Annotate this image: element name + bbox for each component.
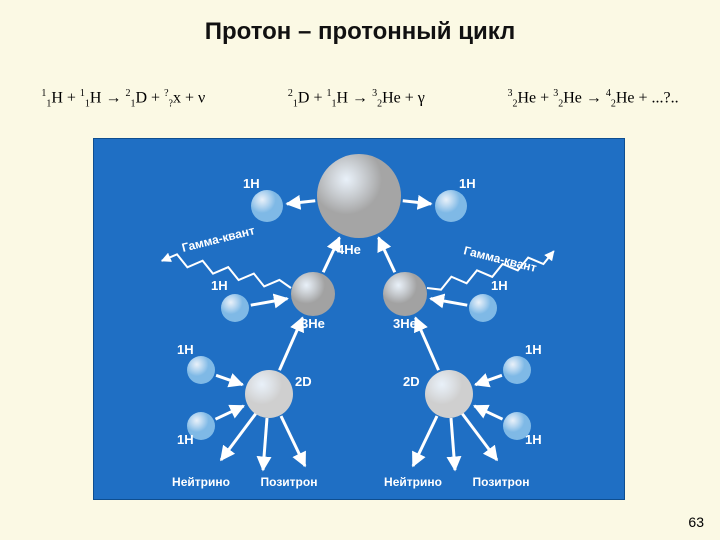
- svg-text:1H: 1H: [525, 432, 542, 447]
- svg-text:4He: 4He: [337, 242, 361, 257]
- svg-text:1H: 1H: [459, 176, 476, 191]
- svg-text:Нейтрино: Нейтрино: [172, 475, 230, 489]
- svg-text:Позитрон: Позитрон: [261, 475, 318, 489]
- svg-text:3He: 3He: [301, 316, 325, 331]
- equation-3: 32He + 32He → 42He + ...?..: [508, 88, 679, 110]
- svg-text:Нейтрино: Нейтрино: [384, 475, 442, 489]
- slide-root: Протон – протонный цикл 11H + 11H → 21D …: [0, 0, 720, 540]
- svg-text:1H: 1H: [211, 278, 228, 293]
- page-number: 63: [688, 514, 704, 530]
- svg-text:1H: 1H: [177, 432, 194, 447]
- svg-text:3He: 3He: [393, 316, 417, 331]
- svg-text:1H: 1H: [525, 342, 542, 357]
- svg-text:Позитрон: Позитрон: [473, 475, 530, 489]
- pp-cycle-diagram: Гамма-квантГамма-квант4He1H1H3He3He1H1H2…: [93, 138, 625, 500]
- svg-text:1H: 1H: [491, 278, 508, 293]
- svg-text:1H: 1H: [177, 342, 194, 357]
- equation-1: 11H + 11H → 21D + ??x + ν: [41, 88, 205, 110]
- equation-row: 11H + 11H → 21D + ??x + ν 21D + 11H → 32…: [0, 88, 720, 110]
- page-title: Протон – протонный цикл: [0, 18, 720, 46]
- svg-text:2D: 2D: [295, 374, 312, 389]
- svg-text:2D: 2D: [403, 374, 420, 389]
- equation-2: 21D + 11H → 32He + γ: [288, 88, 425, 110]
- svg-text:1H: 1H: [243, 176, 260, 191]
